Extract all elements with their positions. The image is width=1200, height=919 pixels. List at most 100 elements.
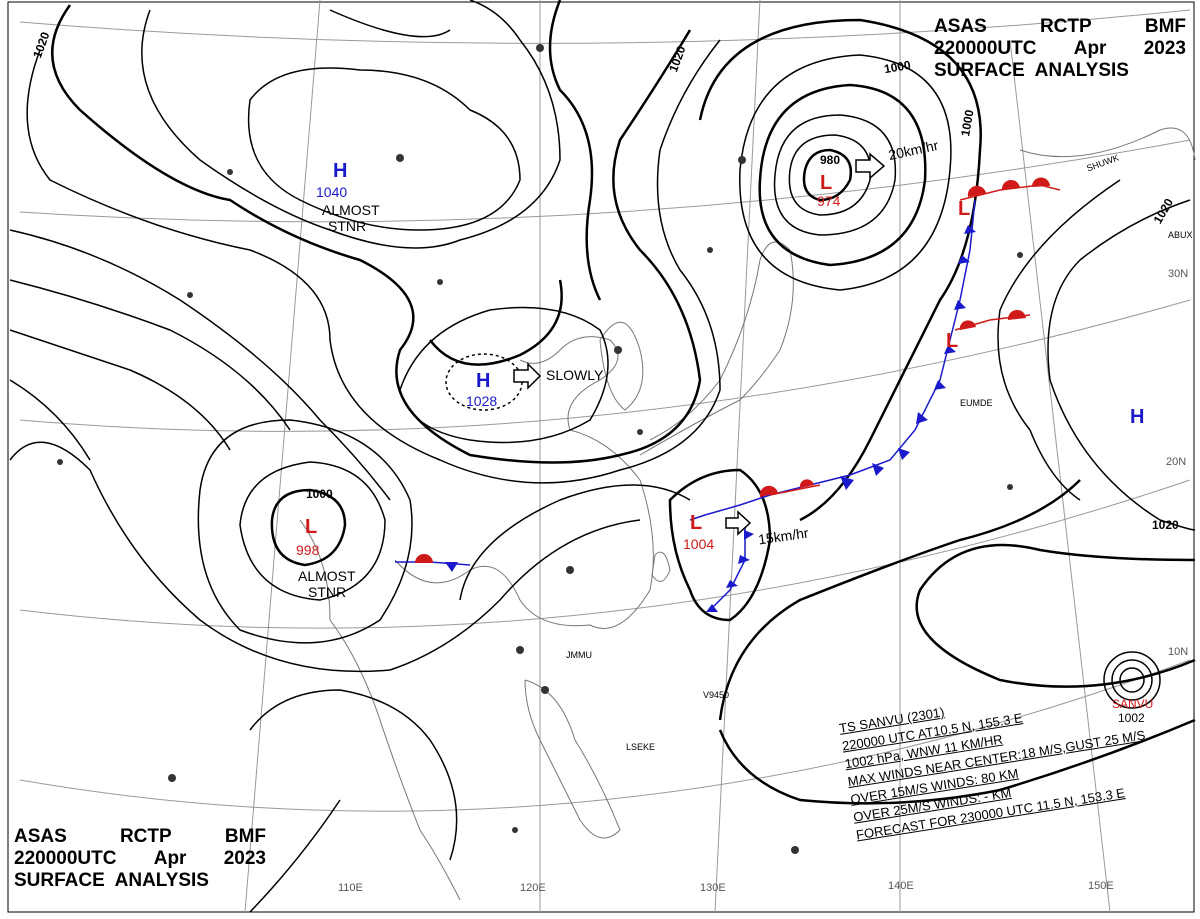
high-center-symbol: H xyxy=(476,370,491,392)
isobar xyxy=(270,488,347,567)
coastline-china xyxy=(394,336,654,629)
title-time: 220000UTC xyxy=(934,38,1037,59)
isobar xyxy=(51,4,702,464)
isobar xyxy=(718,718,1196,805)
low-northeast-pressure: 974 xyxy=(817,193,841,209)
title-agency: ASAS xyxy=(14,826,67,847)
isobar xyxy=(9,229,391,501)
high-northwest-symbol: H xyxy=(333,160,348,182)
longitude-label: 150E xyxy=(1088,880,1114,892)
latitude-line xyxy=(19,479,1191,629)
isobar xyxy=(758,83,927,267)
graticule xyxy=(19,0,1191,913)
isobar xyxy=(141,0,561,249)
coastline-korea xyxy=(599,321,644,411)
station-label: JMMU xyxy=(566,650,592,660)
isobar-label: 1000 xyxy=(306,487,333,501)
isobar xyxy=(239,461,386,601)
high-center-motion: SLOWLY xyxy=(546,367,604,383)
isobar xyxy=(548,0,602,301)
isobar xyxy=(668,468,772,622)
low-ecs-pressure: 1004 xyxy=(683,536,715,552)
fronts xyxy=(395,177,1061,612)
high-northwest-note1: ALMOST xyxy=(322,202,380,218)
coastline-kamchatka xyxy=(1019,127,1196,161)
coastline-indochina xyxy=(299,519,461,901)
isobar xyxy=(429,279,563,366)
isobar xyxy=(802,148,853,202)
front-line xyxy=(689,199,976,521)
isobar xyxy=(739,54,952,291)
title-block-bottom: ASAS RCTP BMF 220000UTC Apr 2023 SURFACE ANA… xyxy=(14,826,266,892)
title-station: RCTP xyxy=(119,826,172,847)
title-product: SURFACE ANALYSIS xyxy=(14,870,209,891)
longitude-line xyxy=(244,0,321,913)
isobar xyxy=(399,306,609,444)
latitude-label: 30N xyxy=(1168,268,1189,280)
isobar xyxy=(249,799,341,913)
coastline-taiwan xyxy=(651,551,671,582)
isobar xyxy=(26,39,721,484)
isobar xyxy=(197,419,413,644)
high-east-symbol: H xyxy=(1130,406,1145,428)
title-year: 2023 xyxy=(1143,38,1186,59)
longitude-label: 110E xyxy=(338,882,363,894)
isobar xyxy=(9,441,641,673)
isobar xyxy=(698,18,982,522)
warm-front-semicircles xyxy=(415,177,1050,563)
title-product: SURFACE ANALYSIS xyxy=(934,60,1129,81)
title-block-top: ASAS RCTP BMF 220000UTC Apr 2023 SURFACE ANA… xyxy=(934,16,1186,82)
isobars xyxy=(9,0,1196,913)
station-plots xyxy=(57,44,1023,854)
front-low-2-symbol: L xyxy=(946,330,959,352)
latitude-line xyxy=(19,9,1191,44)
high-northwest-note2: STNR xyxy=(328,218,367,234)
isobar xyxy=(329,9,451,38)
typhoon-pressure: 1002 xyxy=(1118,711,1145,725)
longitude-label: 120E xyxy=(520,882,546,894)
station-label: ABUX xyxy=(1168,230,1193,240)
isobar xyxy=(459,484,691,601)
low-west-note1: ALMOST xyxy=(298,568,356,584)
isobar xyxy=(247,67,521,231)
isobar-label: 980 xyxy=(820,153,841,167)
front-line xyxy=(769,484,821,496)
isobar xyxy=(788,134,872,216)
low-northeast-symbol: L xyxy=(820,172,833,194)
front-low-1-symbol: L xyxy=(958,198,971,220)
title-agency: ASAS xyxy=(934,16,987,37)
arrow-slowly xyxy=(513,362,542,390)
isobar xyxy=(773,114,897,236)
typhoon-name: SANVU xyxy=(1112,697,1154,711)
high-center-pressure: 1028 xyxy=(466,393,498,409)
latitude-label: 20N xyxy=(1166,456,1187,468)
isobar xyxy=(915,543,1196,688)
coastline-philippines xyxy=(524,679,621,839)
isobar xyxy=(718,479,1081,721)
map-frame xyxy=(7,1,1195,913)
typhoon-symbol xyxy=(1103,651,1161,709)
low-west-pressure: 998 xyxy=(296,542,320,558)
longitude-label: 140E xyxy=(888,880,914,892)
longitude-line xyxy=(1009,39,1111,913)
isobar xyxy=(9,379,91,461)
latitude-line xyxy=(19,139,1191,223)
title-station: RCTP xyxy=(1039,16,1092,37)
station-label: V9450 xyxy=(703,690,730,700)
arrow-20kmhr xyxy=(855,152,886,180)
longitude-line xyxy=(714,0,761,913)
title-code: BMF xyxy=(1144,16,1186,37)
longitude-label: 130E xyxy=(700,882,726,894)
title-year: 2023 xyxy=(223,848,266,869)
latitude-line xyxy=(19,299,1191,432)
isobar xyxy=(9,329,231,451)
high-northwest-pressure: 1040 xyxy=(316,184,348,200)
title-month: Apr xyxy=(1073,38,1107,59)
isobar xyxy=(997,179,1121,501)
low-ecs-symbol: L xyxy=(690,512,703,534)
title-time: 220000UTC xyxy=(14,848,117,869)
low-west-note2: STNR xyxy=(308,584,347,600)
title-code: BMF xyxy=(224,826,266,847)
isobar xyxy=(1047,199,1196,531)
motion-arrows xyxy=(513,152,886,536)
